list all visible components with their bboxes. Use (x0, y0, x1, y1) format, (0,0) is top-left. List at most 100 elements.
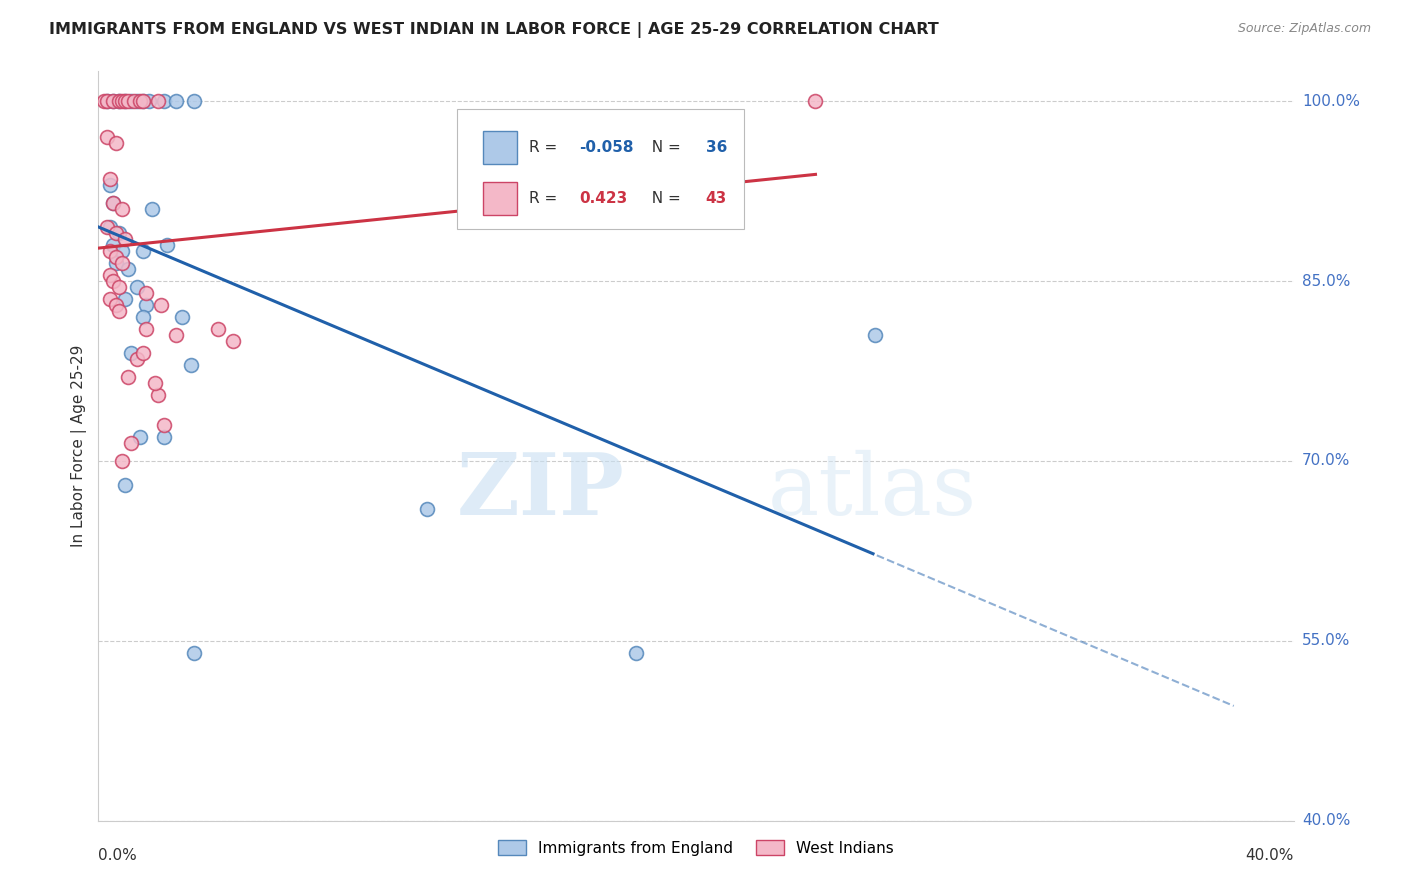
Text: 40.0%: 40.0% (1246, 848, 1294, 863)
Point (222, 334, 245, 348)
Point (111, 95, 134, 109)
Point (141, 202, 163, 217)
Text: 85.0%: 85.0% (1302, 274, 1350, 289)
Point (183, 646, 205, 660)
Point (132, 310, 155, 325)
Point (132, 95, 155, 109)
Point (117, 262, 139, 277)
Point (111, 256, 134, 270)
Point (129, 430, 152, 444)
Point (111, 202, 134, 217)
Point (114, 232, 136, 246)
Point (165, 95, 187, 109)
Point (93, 95, 115, 109)
Point (105, 256, 128, 270)
Point (626, 646, 648, 660)
Point (150, 298, 173, 312)
Text: R =: R = (529, 140, 562, 155)
Point (132, 244, 155, 259)
Legend: Immigrants from England, West Indians: Immigrants from England, West Indians (492, 833, 900, 862)
Point (105, 136, 128, 151)
Point (103, 274, 125, 288)
Point (120, 436, 142, 450)
Point (108, 280, 131, 294)
Text: 55.0%: 55.0% (1302, 633, 1350, 648)
Point (120, 95, 142, 109)
Point (103, 238, 125, 252)
Point (96, 220, 118, 235)
Point (143, 376, 166, 390)
Point (96, 95, 118, 109)
Y-axis label: In Labor Force | Age 25-29: In Labor Force | Age 25-29 (72, 345, 87, 547)
Point (124, 95, 146, 109)
Text: N =: N = (643, 140, 686, 155)
Point (172, 310, 194, 325)
Point (111, 454, 134, 468)
Text: N =: N = (643, 191, 686, 206)
Point (105, 226, 128, 240)
Text: 0.0%: 0.0% (98, 848, 138, 863)
Point (865, 328, 887, 343)
Point (153, 430, 176, 444)
Point (165, 328, 187, 343)
Point (127, 352, 149, 367)
Point (98, 172, 122, 186)
Point (103, 196, 125, 211)
Point (135, 322, 157, 336)
Point (108, 95, 131, 109)
Point (114, 95, 136, 109)
Text: 43: 43 (706, 191, 727, 206)
Point (153, 95, 176, 109)
Point (105, 298, 128, 312)
Text: Source: ZipAtlas.com: Source: ZipAtlas.com (1237, 22, 1371, 36)
Point (96, 130, 118, 145)
Text: R =: R = (529, 191, 562, 206)
Point (132, 346, 155, 360)
Text: atlas: atlas (768, 450, 977, 533)
Text: 36: 36 (706, 140, 727, 155)
Text: 100.0%: 100.0% (1302, 94, 1360, 109)
Point (108, 95, 131, 109)
Point (135, 286, 157, 301)
Point (132, 95, 155, 109)
Bar (484, 182, 517, 215)
Point (114, 292, 136, 306)
Point (156, 238, 179, 252)
Text: -0.058: -0.058 (579, 140, 633, 155)
Point (207, 322, 229, 336)
Point (804, 95, 827, 109)
Point (98, 178, 122, 193)
Text: IMMIGRANTS FROM ENGLAND VS WEST INDIAN IN LABOR FORCE | AGE 25-29 CORRELATION CH: IMMIGRANTS FROM ENGLAND VS WEST INDIAN I… (49, 22, 939, 38)
Point (111, 244, 134, 259)
Point (98, 292, 122, 306)
Point (117, 95, 139, 109)
Point (98, 268, 122, 282)
Point (127, 280, 149, 294)
Point (138, 95, 160, 109)
Point (98, 244, 122, 259)
Point (153, 417, 176, 432)
Point (98, 220, 122, 235)
Point (103, 95, 125, 109)
Point (180, 358, 202, 372)
Point (103, 196, 125, 211)
Text: 0.423: 0.423 (579, 191, 627, 206)
Point (120, 346, 142, 360)
Point (416, 502, 439, 516)
Point (114, 95, 136, 109)
Point (114, 478, 136, 492)
Point (96, 95, 118, 109)
Point (135, 298, 157, 312)
Point (127, 95, 149, 109)
Point (148, 95, 170, 109)
Text: ZIP: ZIP (457, 449, 624, 533)
Point (108, 226, 131, 240)
Point (108, 304, 131, 318)
Point (105, 250, 128, 264)
Text: 70.0%: 70.0% (1302, 453, 1350, 468)
Point (148, 388, 170, 402)
Point (129, 95, 152, 109)
FancyBboxPatch shape (457, 109, 744, 228)
Text: 40.0%: 40.0% (1302, 814, 1350, 828)
Point (103, 95, 125, 109)
